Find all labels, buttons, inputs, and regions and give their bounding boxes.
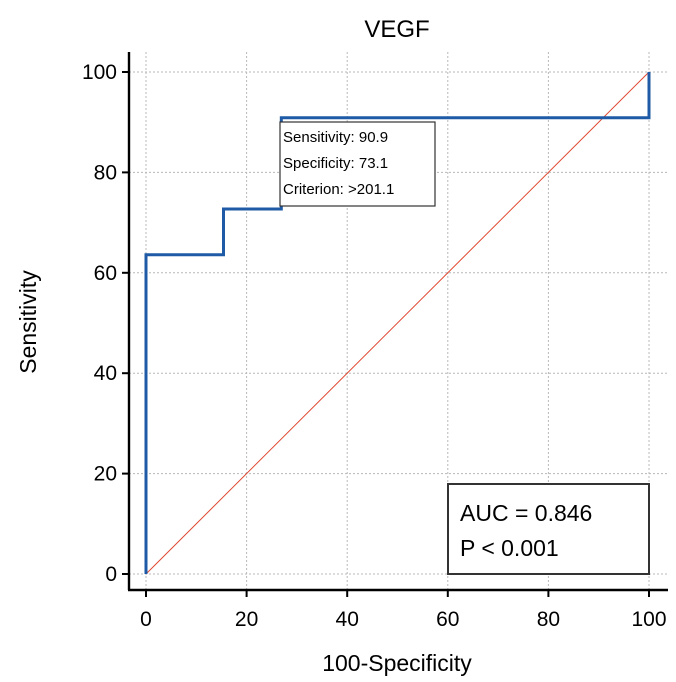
x-tick-label-40: 40 xyxy=(336,608,359,631)
annotation-specificity: Specificity: 73.1 xyxy=(283,155,388,172)
p-value: P < 0.001 xyxy=(460,535,559,561)
x-axis-title: 100-Specificity xyxy=(322,650,472,676)
x-tick-label-80: 80 xyxy=(537,608,560,631)
y-tick-label-100: 100 xyxy=(82,61,117,84)
y-tick-label-80: 80 xyxy=(94,161,117,184)
x-tick-label-100: 100 xyxy=(631,608,666,631)
x-tick-label-20: 20 xyxy=(235,608,258,631)
y-tick-label-40: 40 xyxy=(94,362,117,385)
x-axis-ticks: 0 20 40 60 80 100 xyxy=(140,590,667,631)
y-tick-label-0: 0 xyxy=(105,563,117,586)
annotation-sensitivity: Sensitivity: 90.9 xyxy=(283,129,388,146)
criterion-box xyxy=(279,121,436,207)
y-tick-label-60: 60 xyxy=(94,262,117,285)
x-tick-label-0: 0 xyxy=(140,608,152,631)
y-axis-title: Sensitivity xyxy=(15,270,41,374)
x-tick-label-60: 60 xyxy=(436,608,459,631)
chart-title: VEGF xyxy=(364,16,429,43)
roc-curve xyxy=(144,72,651,574)
y-axis-ticks: 0 20 40 60 80 100 xyxy=(82,61,129,586)
criterion-annotation: Sensitivity: 90.9 Specificity: 73.1 Crit… xyxy=(279,121,436,207)
auc-box xyxy=(447,483,650,575)
roc-line xyxy=(144,72,651,574)
auc-value: AUC = 0.846 xyxy=(460,500,592,526)
y-tick-label-20: 20 xyxy=(94,463,117,486)
annotation-criterion: Criterion: >201.1 xyxy=(283,181,394,198)
diagonal-line xyxy=(145,71,650,575)
reference-line xyxy=(145,71,650,575)
auc-stats: AUC = 0.846 P < 0.001 xyxy=(447,483,650,575)
